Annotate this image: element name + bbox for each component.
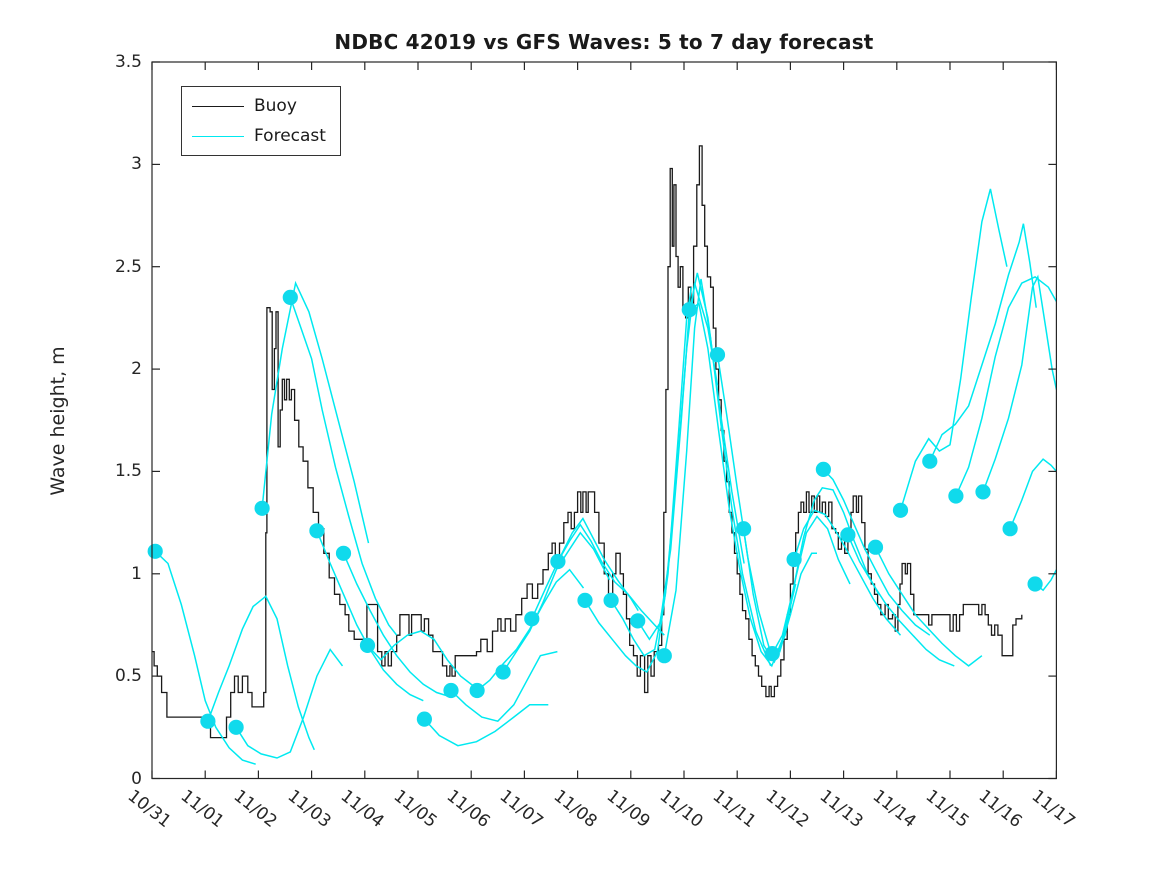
- forecast-run-line: [476, 568, 585, 692]
- forecast-run-line: [366, 630, 475, 687]
- forecast-run-line: [1009, 458, 1057, 529]
- forecast-start-marker: [709, 347, 726, 363]
- forecast-run-line: [207, 595, 315, 751]
- legend: Buoy Forecast: [181, 86, 341, 156]
- forecast-start-marker: [359, 637, 376, 654]
- forecast-run-line: [793, 509, 902, 636]
- forecast-start-marker: [656, 648, 672, 664]
- forecast-start-marker: [495, 664, 511, 680]
- forecast-run-line: [316, 530, 424, 702]
- legend-label-buoy: Buoy: [254, 96, 297, 116]
- y-tick-label: 2.5: [114, 256, 142, 277]
- forecast-start-marker: [254, 500, 270, 516]
- forecast-run-line: [899, 188, 1008, 511]
- forecast-start-marker: [892, 502, 909, 518]
- forecast-start-marker: [975, 484, 991, 500]
- forecast-run-line: [688, 302, 797, 668]
- forecast-start-marker: [736, 521, 752, 537]
- forecast-run-line: [423, 704, 549, 747]
- forecast-run-line: [342, 553, 451, 698]
- forecast-run-line: [955, 276, 1058, 497]
- forecast-start-marker: [228, 719, 244, 735]
- legend-item-forecast: Forecast: [192, 124, 326, 148]
- forecast-run-line: [771, 486, 880, 654]
- y-tick-label: 3: [131, 154, 142, 175]
- y-tick-label: 2: [131, 359, 142, 380]
- forecast-start-marker: [786, 551, 802, 568]
- forecast-run-line: [450, 650, 558, 723]
- forecast-start-marker: [147, 543, 163, 559]
- forecast-run-line: [502, 531, 611, 673]
- forecast-start-marker: [603, 592, 619, 609]
- forecast-run-line: [822, 468, 931, 636]
- y-tick-label: 1.5: [114, 461, 142, 482]
- forecast-start-marker: [764, 646, 780, 662]
- buoy-series-line: [152, 145, 1023, 739]
- forecast-start-marker: [922, 453, 938, 469]
- y-tick-label: 0: [131, 768, 142, 789]
- forecast-start-marker: [948, 488, 964, 504]
- forecast-run-line: [154, 550, 256, 765]
- forecast-start-marker: [200, 713, 216, 729]
- y-tick-label: 1: [131, 563, 142, 584]
- forecast-start-marker: [681, 302, 697, 318]
- forecast-run-line: [235, 648, 344, 759]
- forecast-start-marker: [1002, 521, 1018, 537]
- forecast-start-marker: [469, 682, 485, 699]
- forecast-run-line: [289, 297, 398, 636]
- forecast-start-marker: [867, 539, 884, 555]
- forecast-start-marker: [282, 289, 298, 305]
- forecast-start-marker: [416, 711, 432, 727]
- buoy-line-sample-icon: [192, 105, 244, 107]
- forecast-run-line: [982, 274, 1058, 493]
- legend-item-buoy: Buoy: [192, 94, 326, 118]
- forecast-run-line: [847, 534, 955, 667]
- forecast-run-line: [261, 280, 370, 544]
- forecast-start-marker: [815, 461, 832, 477]
- axes-box: [151, 61, 1058, 780]
- y-tick-label: 0.5: [114, 666, 142, 687]
- forecast-run-line: [531, 517, 639, 620]
- forecast-start-marker: [524, 611, 540, 627]
- y-tick-label: 3.5: [114, 52, 142, 72]
- chart-title: NDBC 42019 vs GFS Waves: 5 to 7 day fore…: [334, 30, 874, 54]
- forecast-run-line: [584, 287, 693, 674]
- forecast-start-marker: [1027, 576, 1043, 592]
- forecast-run-line: [663, 278, 772, 667]
- forecast-start-marker: [443, 682, 459, 699]
- forecast-start-marker: [309, 523, 325, 539]
- forecast-start-marker: [335, 545, 352, 561]
- forecast-start-marker: [840, 527, 856, 543]
- forecast-run-line: [874, 546, 983, 667]
- forecast-run-line: [557, 523, 665, 636]
- forecast-run-line: [637, 272, 745, 641]
- forecast-start-marker: [630, 613, 646, 629]
- forecast-line-sample-icon: [192, 135, 244, 137]
- y-axis-label: Wave height, m: [47, 346, 69, 496]
- forecast-run-line: [716, 354, 817, 653]
- forecast-run-line: [929, 223, 1037, 462]
- forecast-start-marker: [577, 592, 593, 609]
- legend-label-forecast: Forecast: [254, 126, 326, 146]
- forecast-start-marker: [550, 553, 566, 570]
